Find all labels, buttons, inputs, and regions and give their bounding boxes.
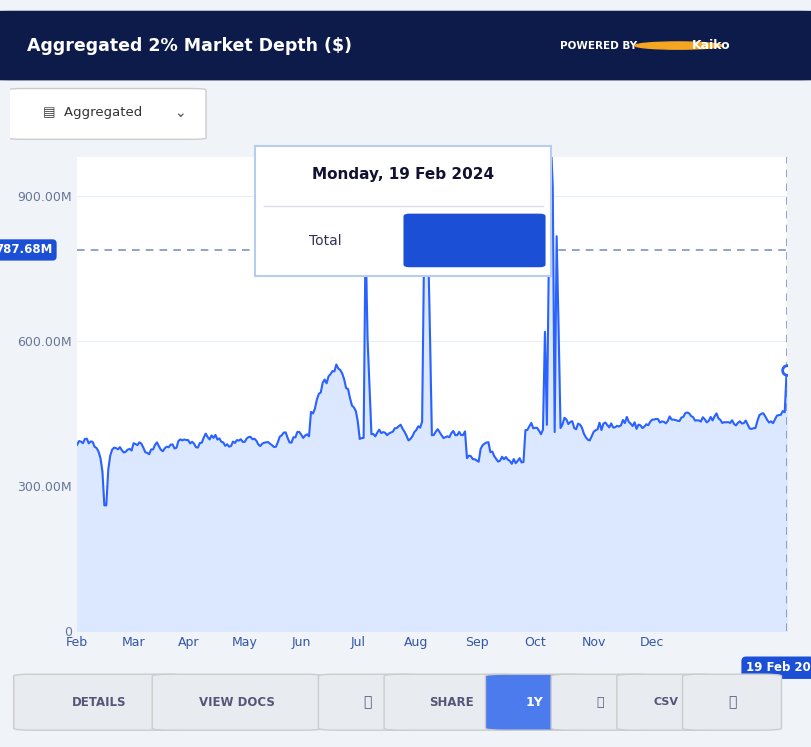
Text: ▤  Aggregated: ▤ Aggregated xyxy=(43,106,142,120)
FancyBboxPatch shape xyxy=(0,10,811,81)
Text: 📷: 📷 xyxy=(363,695,372,709)
Text: Monday, 19 Feb 2024: Monday, 19 Feb 2024 xyxy=(312,167,495,182)
Text: Kaiko: Kaiko xyxy=(692,39,731,52)
Text: 📅: 📅 xyxy=(597,695,604,709)
Text: 19 Feb 2024: 19 Feb 2024 xyxy=(746,661,811,675)
Text: DETAILS: DETAILS xyxy=(71,695,126,709)
Circle shape xyxy=(635,42,722,49)
Text: ⌄: ⌄ xyxy=(174,105,186,120)
Text: SHARE: SHARE xyxy=(429,695,474,709)
Text: VIEW DOCS: VIEW DOCS xyxy=(200,695,275,709)
FancyBboxPatch shape xyxy=(551,674,650,731)
FancyBboxPatch shape xyxy=(384,674,519,731)
FancyBboxPatch shape xyxy=(14,674,184,731)
FancyBboxPatch shape xyxy=(8,89,206,139)
Text: 1Y: 1Y xyxy=(526,695,544,709)
FancyBboxPatch shape xyxy=(683,674,782,731)
Text: POWERED BY: POWERED BY xyxy=(560,40,637,51)
Text: Aggregated 2% Market Depth ($): Aggregated 2% Market Depth ($) xyxy=(27,37,352,55)
Text: ⛶: ⛶ xyxy=(727,695,736,709)
FancyBboxPatch shape xyxy=(617,674,716,731)
FancyBboxPatch shape xyxy=(152,674,323,731)
Text: CSV: CSV xyxy=(654,697,679,707)
FancyBboxPatch shape xyxy=(319,674,418,731)
Text: 787.68M: 787.68M xyxy=(0,244,53,256)
Text: Total: Total xyxy=(309,234,341,248)
Text: $ 539.01M: $ 539.01M xyxy=(434,234,516,247)
FancyBboxPatch shape xyxy=(403,214,546,267)
FancyBboxPatch shape xyxy=(486,674,585,731)
